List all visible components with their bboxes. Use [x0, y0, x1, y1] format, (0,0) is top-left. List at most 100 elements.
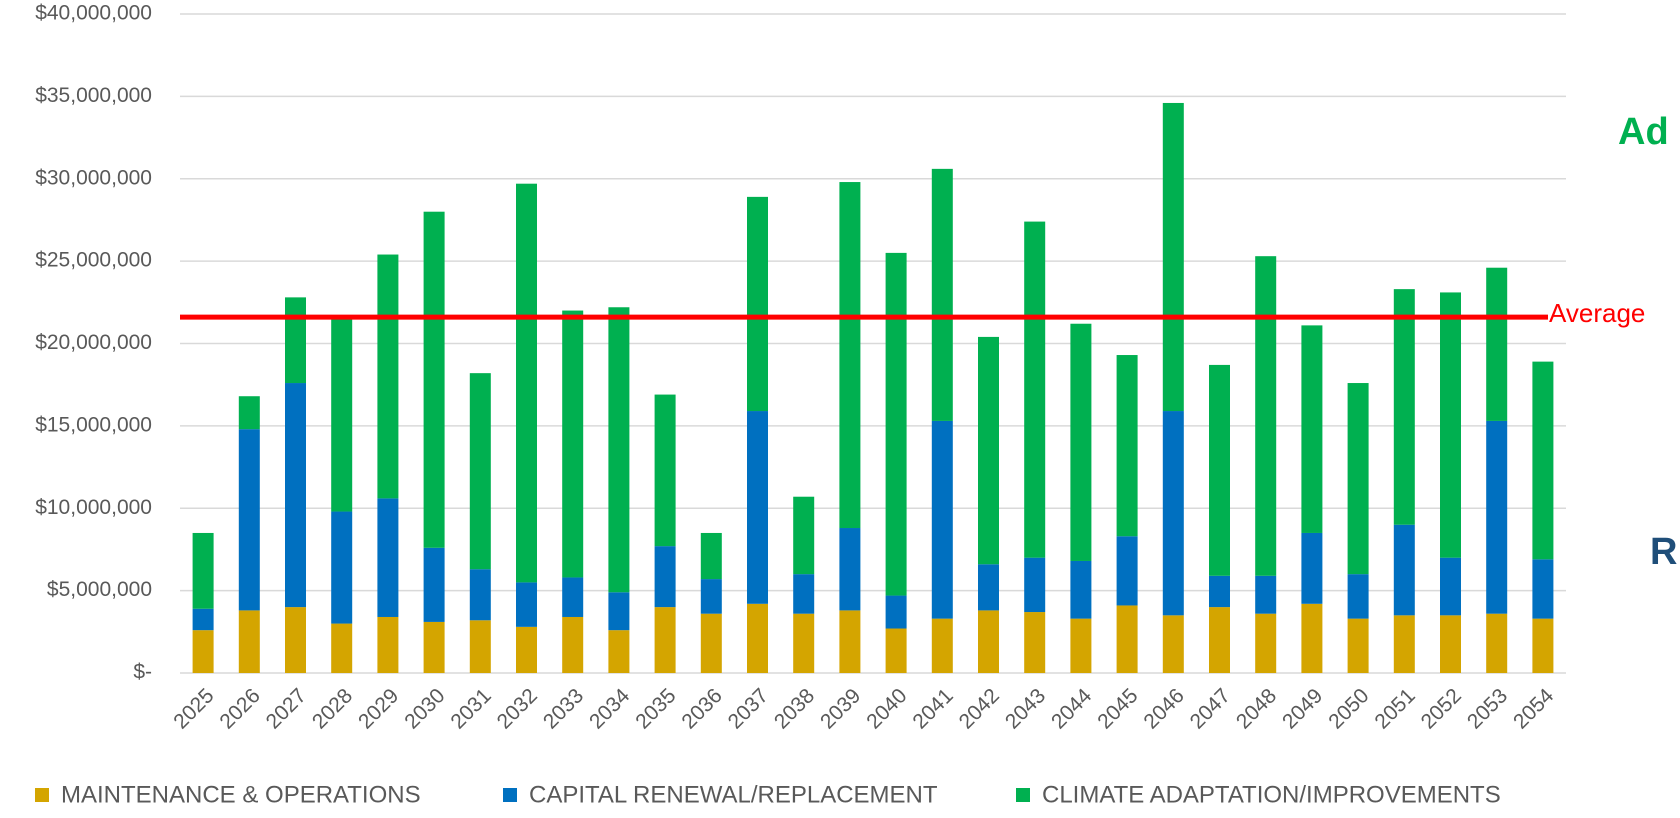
bar-segment — [1347, 383, 1369, 575]
bar-segment — [793, 613, 815, 673]
x-tick-label: 2049 — [1278, 684, 1327, 733]
bar-segment — [1070, 560, 1092, 619]
bar-segment — [1116, 605, 1138, 673]
x-tick-label: 2043 — [1001, 684, 1050, 733]
bar-segment — [469, 373, 491, 570]
legend-swatch — [503, 788, 517, 802]
bar-segment — [238, 610, 260, 673]
bar-segment — [1532, 618, 1554, 673]
bar-segment — [285, 297, 306, 384]
x-tick-label: 2053 — [1463, 684, 1512, 733]
bar-segment — [516, 582, 537, 627]
x-tick-label: 2026 — [215, 684, 264, 733]
bar-segment — [931, 420, 953, 619]
bar-segment — [331, 315, 353, 512]
bar-segment — [1209, 364, 1230, 576]
x-tick-label: 2045 — [1093, 684, 1142, 733]
x-tick-label: 2040 — [862, 684, 911, 733]
bar-segment — [331, 511, 353, 624]
bar-segment — [1393, 615, 1415, 673]
bar-segment — [1116, 355, 1138, 537]
bar-segment — [1162, 102, 1184, 412]
bar-segment — [839, 528, 861, 611]
bar-segment — [931, 168, 953, 421]
bar-segment — [331, 623, 353, 673]
bar-segment — [1024, 612, 1046, 673]
bar-segment — [1486, 613, 1508, 673]
bar-segment — [793, 496, 815, 575]
x-tick-label: 2039 — [816, 684, 865, 733]
x-tick-label: 2028 — [308, 684, 357, 733]
bar-segment — [654, 394, 676, 547]
bar-segment — [285, 607, 306, 673]
y-tick-label: $5,000,000 — [47, 578, 152, 601]
average-label: Average — [1549, 298, 1645, 328]
legend-label: CLIMATE ADAPTATION/IMPROVEMENTS — [1042, 781, 1501, 808]
bar-segment — [423, 211, 445, 548]
bar-segment — [1255, 575, 1277, 614]
x-tick-label: 2035 — [631, 684, 680, 733]
bar-segment — [1393, 524, 1415, 616]
bar-segment — [978, 336, 999, 565]
bar-segment — [377, 616, 399, 673]
bar-segment — [700, 613, 722, 673]
legend-swatch — [1016, 788, 1030, 802]
bar-segment — [469, 569, 491, 621]
bar-segment — [654, 607, 676, 673]
bar-segment — [562, 310, 584, 578]
bar-segment — [885, 595, 907, 629]
bar-segment — [747, 196, 768, 412]
x-tick-label: 2036 — [677, 684, 726, 733]
bar-segment — [516, 183, 537, 583]
x-tick-label: 2025 — [169, 684, 218, 733]
bar-segment — [1347, 618, 1369, 673]
bar-segment — [1532, 559, 1554, 619]
bar-segment — [192, 608, 214, 631]
bar-segment — [423, 621, 445, 673]
bar-segment — [700, 579, 722, 614]
bar-segment — [608, 307, 630, 593]
x-tick-label: 2027 — [262, 684, 311, 733]
bar-segment — [1024, 557, 1046, 613]
x-tick-label: 2047 — [1186, 684, 1235, 733]
bar-segment — [1532, 361, 1554, 560]
bar-segment — [1070, 618, 1092, 673]
x-tick-label: 2051 — [1370, 684, 1419, 733]
bar-segment — [885, 628, 907, 673]
bar-segment — [1255, 613, 1277, 673]
x-tick-label: 2032 — [493, 684, 542, 733]
bar-segment — [654, 546, 676, 608]
bar-segment — [1301, 603, 1323, 673]
x-tick-label: 2052 — [1417, 684, 1466, 733]
bar-segment — [978, 564, 999, 611]
bar-segment — [885, 252, 907, 596]
bar-segment — [747, 411, 768, 604]
y-tick-label: $35,000,000 — [35, 84, 152, 107]
x-tick-label: 2041 — [908, 684, 957, 733]
bar-segment — [1393, 289, 1415, 525]
legend-swatch — [35, 788, 49, 802]
bar-segment — [192, 630, 214, 673]
x-tick-label: 2044 — [1047, 684, 1097, 734]
x-tick-label: 2038 — [770, 684, 819, 733]
x-tick-label: 2029 — [354, 684, 403, 733]
bar-segment — [1440, 615, 1461, 673]
legend-label: CAPITAL RENEWAL/REPLACEMENT — [529, 781, 938, 808]
x-tick-label: 2037 — [724, 684, 773, 733]
y-tick-label: $20,000,000 — [35, 331, 152, 354]
bar-segment — [469, 620, 491, 673]
x-tick-label: 2048 — [1232, 684, 1281, 733]
y-tick-label: $15,000,000 — [35, 413, 152, 436]
bar-segment — [1486, 420, 1508, 614]
bar-segment — [931, 618, 953, 673]
bar-segment — [1162, 411, 1184, 616]
y-tick-label: $- — [133, 661, 152, 684]
bar-segment — [1024, 221, 1046, 558]
x-tick-label: 2031 — [446, 684, 495, 733]
x-tick-label: 2050 — [1324, 684, 1373, 733]
x-tick-label: 2042 — [955, 684, 1004, 733]
x-tick-label: 2046 — [1139, 684, 1188, 733]
annotation: Ad — [1618, 111, 1669, 153]
annotation: R — [1650, 531, 1677, 573]
